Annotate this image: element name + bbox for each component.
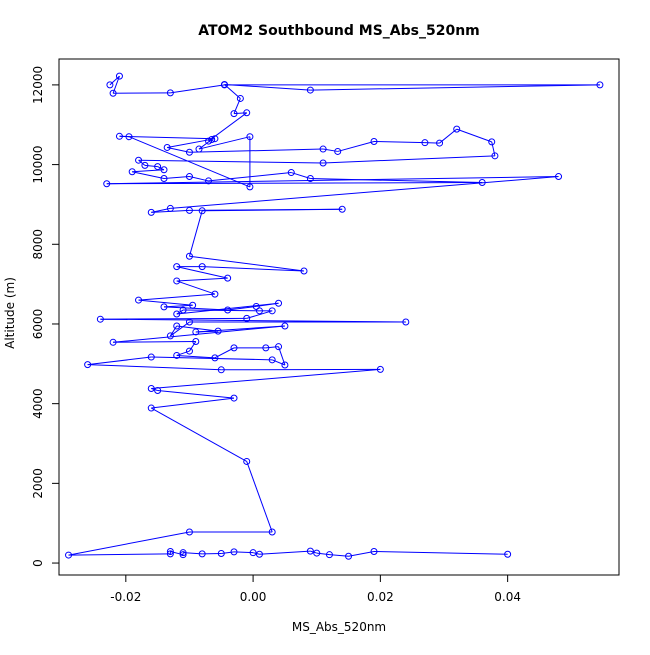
- y-tick-label: 12000: [31, 66, 45, 104]
- x-tick-label: -0.02: [110, 590, 141, 604]
- y-axis-label: Altitude (m): [3, 277, 17, 349]
- x-tick-label: 0.02: [367, 590, 394, 604]
- y-tick-label: 2000: [31, 468, 45, 499]
- y-tick-label: 8000: [31, 229, 45, 260]
- x-tick-label: 0.00: [240, 590, 267, 604]
- y-tick-label: 4000: [31, 388, 45, 419]
- chart-title: ATOM2 Southbound MS_Abs_520nm: [198, 23, 480, 39]
- y-tick-label: 0: [31, 559, 45, 567]
- x-axis-label: MS_Abs_520nm: [292, 620, 386, 634]
- x-tick-label: 0.04: [494, 590, 521, 604]
- y-tick-label: 6000: [31, 309, 45, 340]
- y-tick-label: 10000: [31, 145, 45, 183]
